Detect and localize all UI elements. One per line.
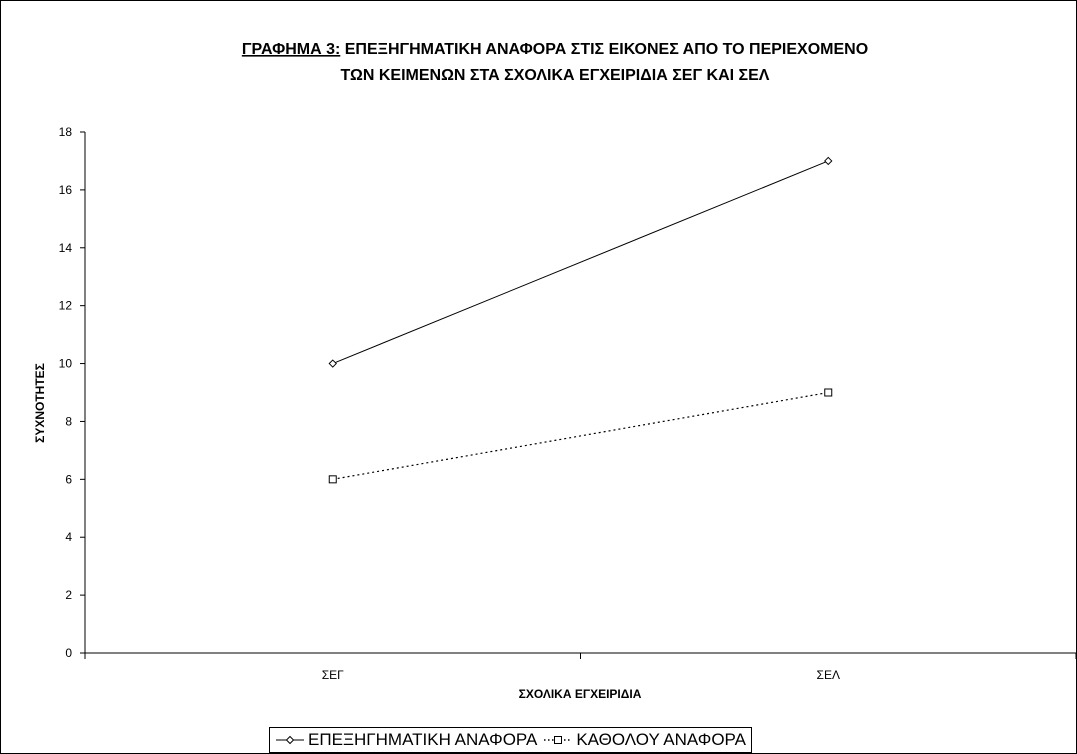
- series-2-point: [824, 388, 833, 397]
- chart-title-main: ΕΠΕΞΗΓΗΜΑΤΙΚΗ ΑΝΑΦΟΡΑ ΣΤΙΣ ΕΙΚΟΝΕΣ ΑΠΟ Τ…: [340, 41, 868, 58]
- chart-title-line-2: ΤΩΝ ΚΕΙΜΕΝΩΝ ΣΤΑ ΣΧΟΛΙΚΑ ΕΓΧΕΙΡΙΔΙΑ ΣΕΓ …: [341, 67, 770, 84]
- series-2-line: [332, 391, 829, 480]
- legend-label-series-2: ΚΑΘΟΛΟΥ ΑΝΑΦΟΡΑ: [576, 730, 746, 749]
- series-1-point: [824, 156, 833, 166]
- y-tick-label: 8: [65, 414, 72, 428]
- y-tick-label: 0: [65, 646, 72, 660]
- plot-series: [328, 156, 833, 484]
- x-axis: ΣΕΓ ΣΕΛ: [84, 652, 1076, 682]
- legend-marker-diamond-icon: [276, 735, 304, 745]
- y-tick-label: 6: [65, 472, 72, 486]
- y-axis-label: ΣΥΧΝΟΤΗΤΕΣ: [33, 363, 47, 443]
- series-1-line: [332, 160, 829, 365]
- x-axis-label: ΣΧΟΛΙΚΑ ΕΓΧΕΙΡΙΔΙΑ: [519, 687, 642, 701]
- legend-label-series-1: ΕΠΕΞΗΓΗΜΑΤΙΚΗ ΑΝΑΦΟΡΑ: [308, 730, 538, 749]
- y-tick-label: 2: [65, 588, 72, 602]
- y-axis: 0 2 4 6 8 10 12 14 16 18: [59, 125, 86, 660]
- y-tick-label: 14: [59, 241, 73, 255]
- legend-item-series-1: ΕΠΕΞΗΓΗΜΑΤΙΚΗ ΑΝΑΦΟΡΑ: [275, 730, 537, 750]
- legend: ΕΠΕΞΗΓΗΜΑΤΙΚΗ ΑΝΑΦΟΡΑ ΚΑΘΟΛΟΥ ΑΝΑΦΟΡΑ: [269, 727, 752, 753]
- chart-title-prefix: ΓΡΑΦΗΜΑ 3:: [242, 41, 340, 58]
- legend-item-series-2: ΚΑΘΟΛΟΥ ΑΝΑΦΟΡΑ: [543, 730, 746, 750]
- y-tick-label: 4: [65, 530, 72, 544]
- x-tick-label: ΣΕΛ: [817, 668, 840, 682]
- y-tick-label: 18: [59, 125, 73, 139]
- y-tick-label: 16: [59, 183, 73, 197]
- legend-marker-square-icon: [544, 736, 573, 744]
- y-tick-label: 12: [59, 299, 73, 313]
- y-tick-label: 10: [59, 357, 73, 371]
- chart-title-line-1: ΓΡΑΦΗΜΑ 3: ΕΠΕΞΗΓΗΜΑΤΙΚΗ ΑΝΑΦΟΡΑ ΣΤΙΣ ΕΙ…: [242, 41, 868, 58]
- series-1-point: [328, 359, 337, 368]
- series-2-point: [328, 475, 337, 484]
- x-tick-label: ΣΕΓ: [322, 668, 344, 682]
